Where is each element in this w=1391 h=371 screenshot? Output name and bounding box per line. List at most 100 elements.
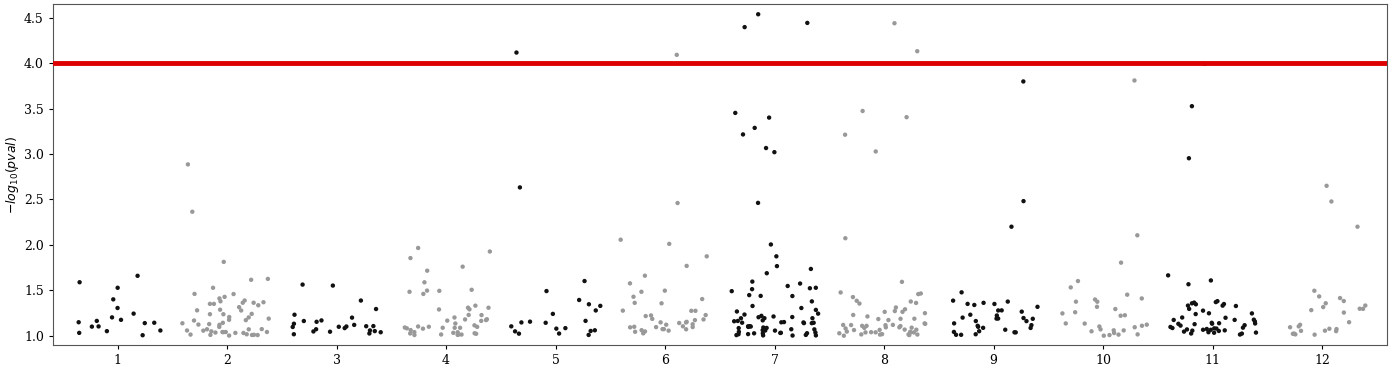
Point [950, 332, 972, 338]
Point [363, 328, 385, 334]
Point [213, 294, 235, 300]
Point [1303, 332, 1326, 338]
Point [751, 317, 773, 323]
Point [1192, 327, 1214, 333]
Point [771, 319, 793, 325]
Point [252, 299, 274, 305]
Point [985, 316, 1007, 322]
Point [590, 303, 612, 309]
Point [1178, 155, 1200, 161]
Point [149, 328, 171, 334]
Point [1081, 328, 1103, 334]
Point [306, 319, 328, 325]
Point [574, 318, 597, 324]
Point [188, 322, 210, 328]
Point [747, 200, 769, 206]
Point [86, 318, 108, 324]
Point [413, 279, 435, 285]
Point [807, 311, 829, 316]
Point [548, 331, 570, 336]
Point [68, 319, 90, 325]
Point [609, 237, 632, 243]
Point [1159, 324, 1181, 330]
Point [766, 263, 789, 269]
Point [733, 312, 755, 318]
Point [1104, 306, 1127, 312]
Point [1281, 331, 1303, 337]
Point [983, 301, 1006, 307]
Point [444, 315, 466, 321]
Point [878, 317, 900, 323]
Point [102, 296, 124, 302]
Point [1027, 304, 1049, 310]
Point [1181, 103, 1203, 109]
Point [184, 291, 206, 297]
Point [223, 291, 245, 297]
Point [1228, 332, 1251, 338]
Point [416, 268, 438, 274]
Point [1171, 315, 1193, 321]
Point [854, 329, 876, 335]
Point [801, 315, 823, 321]
Point [453, 316, 476, 322]
Point [1003, 329, 1025, 335]
Point [465, 331, 487, 337]
Point [1224, 317, 1246, 323]
Point [1198, 329, 1220, 335]
Point [899, 332, 921, 338]
Point [321, 283, 344, 289]
Point [672, 323, 694, 329]
Point [972, 300, 995, 306]
Point [906, 300, 928, 306]
Point [1131, 323, 1153, 329]
Point [1319, 326, 1341, 332]
Point [257, 276, 280, 282]
Point [362, 323, 384, 329]
Point [972, 325, 995, 331]
Point [623, 300, 645, 306]
Point [175, 328, 198, 334]
Point [412, 291, 434, 297]
Point [1333, 298, 1355, 304]
Point [228, 304, 250, 310]
Point [1314, 300, 1337, 306]
Point [460, 287, 483, 293]
Point [211, 320, 234, 326]
Point [466, 324, 488, 330]
Point [849, 301, 871, 306]
Point [1193, 61, 1216, 67]
Point [988, 308, 1010, 313]
Point [889, 323, 911, 329]
Point [782, 332, 804, 338]
Point [437, 318, 459, 324]
Point [213, 311, 235, 317]
Point [751, 327, 773, 333]
Point [764, 149, 786, 155]
Point [1127, 331, 1149, 337]
Point [630, 327, 652, 333]
Point [179, 332, 202, 338]
Point [986, 312, 1008, 318]
Point [1173, 329, 1195, 335]
Point [234, 298, 256, 303]
Point [399, 331, 421, 336]
Point [359, 328, 381, 334]
Point [943, 329, 965, 335]
Point [622, 294, 644, 300]
Point [364, 306, 387, 312]
Point [801, 320, 823, 326]
Point [1124, 324, 1146, 330]
Point [632, 330, 654, 336]
Point [305, 326, 327, 332]
Point [1199, 327, 1221, 333]
Point [534, 320, 556, 326]
Point [794, 332, 817, 338]
Point [199, 311, 221, 317]
Point [1013, 79, 1035, 85]
Point [651, 301, 673, 306]
Point [803, 326, 825, 332]
Point [869, 332, 892, 338]
Point [416, 288, 438, 293]
Point [835, 132, 857, 138]
Point [1170, 323, 1192, 329]
